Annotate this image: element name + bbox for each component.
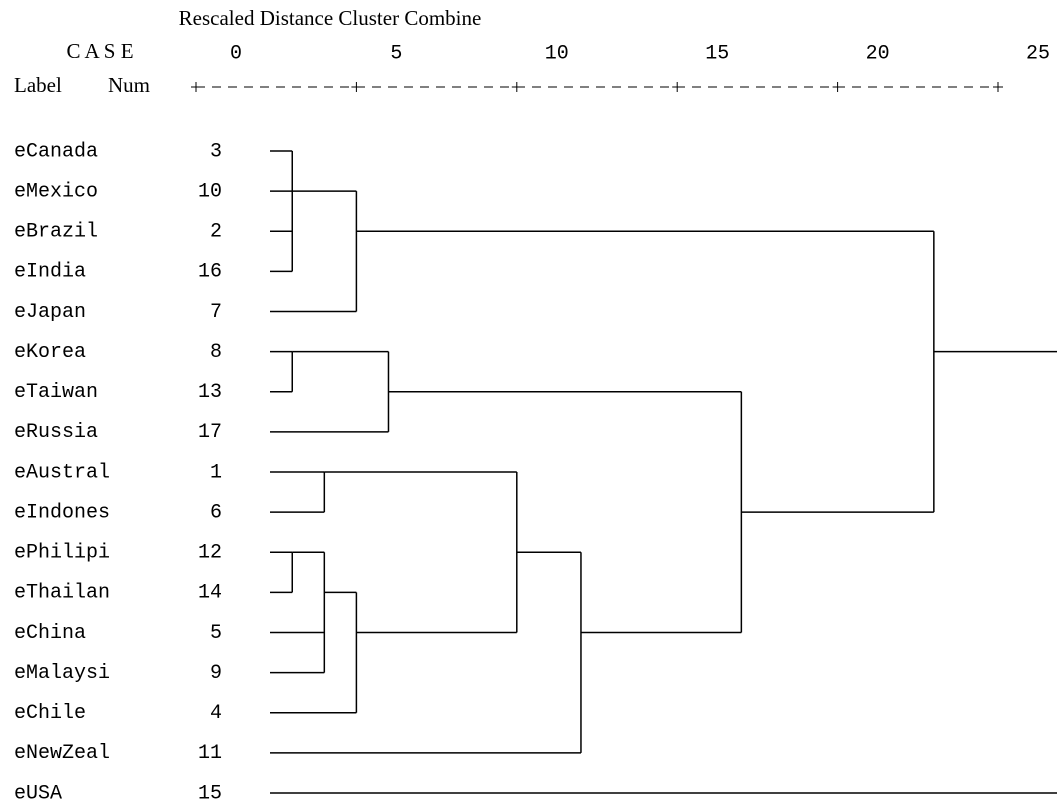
case-num: 6 xyxy=(210,501,222,524)
case-num: 13 xyxy=(198,381,222,404)
x-tick-label: 10 xyxy=(545,42,569,65)
case-num: 16 xyxy=(198,261,222,284)
case-label: eAustral xyxy=(14,461,110,484)
case-num: 14 xyxy=(198,582,222,605)
case-num: 3 xyxy=(210,140,222,163)
case-header: C A S E xyxy=(66,39,133,63)
case-num: 5 xyxy=(210,622,222,645)
x-tick-label: 5 xyxy=(390,42,402,65)
case-label: eCanada xyxy=(14,140,98,163)
case-label: eIndones xyxy=(14,501,110,524)
case-label: eRussia xyxy=(14,421,98,444)
case-label: eChina xyxy=(14,622,86,645)
case-num: 10 xyxy=(198,180,222,203)
case-label: eChile xyxy=(14,702,86,725)
case-label: eTaiwan xyxy=(14,381,98,404)
case-num: 9 xyxy=(210,662,222,685)
x-tick-label: 20 xyxy=(866,42,890,65)
case-num: 1 xyxy=(210,461,222,484)
case-label: eMalaysi xyxy=(14,662,110,685)
case-num: 2 xyxy=(210,221,222,244)
x-tick-label: 15 xyxy=(705,42,729,65)
label-header: Label xyxy=(14,73,62,97)
case-label: eThailan xyxy=(14,582,110,605)
case-label: eJapan xyxy=(14,301,86,324)
case-label: eMexico xyxy=(14,180,98,203)
case-label: eBrazil xyxy=(14,221,98,244)
case-num: 12 xyxy=(198,542,222,565)
case-num: 15 xyxy=(198,782,222,801)
case-label: ePhilipi xyxy=(14,542,110,565)
case-num: 7 xyxy=(210,301,222,324)
num-header: Num xyxy=(108,73,150,97)
case-num: 4 xyxy=(210,702,222,725)
x-tick-label: 25 xyxy=(1026,42,1050,65)
case-num: 8 xyxy=(210,341,222,364)
case-num: 17 xyxy=(198,421,222,444)
case-num: 11 xyxy=(198,742,222,765)
case-label: eUSA xyxy=(14,782,62,801)
case-label: eNewZeal xyxy=(14,742,110,765)
x-tick-label: 0 xyxy=(230,42,242,65)
chart-title: Rescaled Distance Cluster Combine xyxy=(179,6,482,30)
case-label: eIndia xyxy=(14,261,86,284)
case-label: eKorea xyxy=(14,341,86,364)
